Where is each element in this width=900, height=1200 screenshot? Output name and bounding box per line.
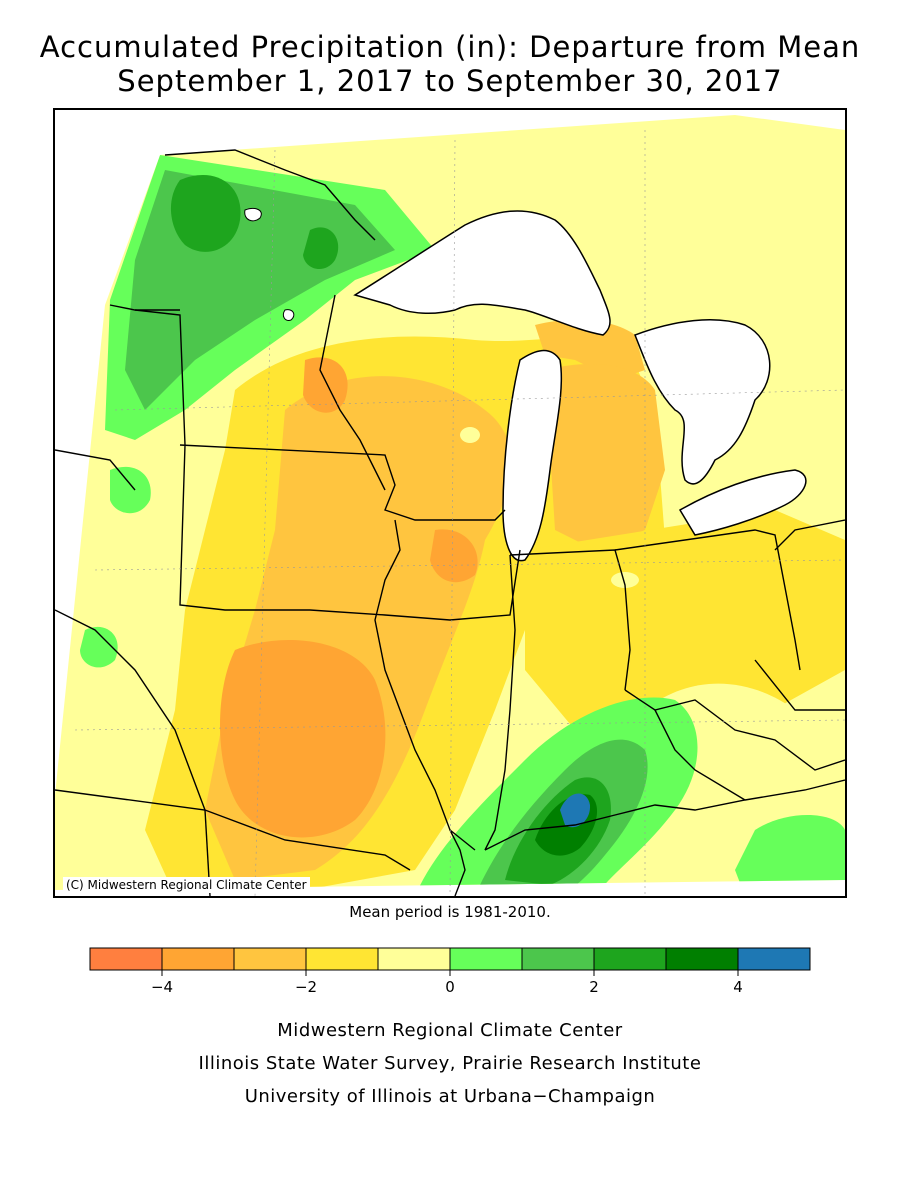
shade-zone-near-normal-spot-2: [611, 572, 639, 588]
great-lakes: [244, 207, 807, 562]
legend-bin: [89, 947, 163, 971]
grid-line: [94, 559, 845, 571]
boundary-ky-tn: [484, 779, 845, 851]
color-legend: −4 −2 0 2 4: [89, 947, 811, 996]
shade-zone-near-normal-spot: [460, 427, 480, 443]
legend-bin: [521, 947, 595, 971]
shade-zone-wet-mn-heavy-2: [303, 227, 339, 270]
legend-bin: [449, 947, 523, 971]
shade-zone-near-normal-ky: [645, 683, 845, 830]
shade-zone-dry-heavy-ia: [430, 529, 478, 583]
credit-mrcc: Midwestern Regional Climate Center: [277, 1020, 623, 1041]
boundary-oh-pa: [614, 529, 801, 671]
shade-zone-dry-moderate-mi: [535, 319, 645, 380]
shade-zone-wet-dakota: [110, 466, 151, 514]
legend-bin: [593, 947, 667, 971]
legend-bin: [233, 947, 307, 971]
boundary-sd-ne: [55, 449, 136, 491]
lake-red: [244, 207, 262, 222]
boundary-ne-ks: [55, 609, 206, 811]
legend-tick-label: −2: [295, 978, 317, 996]
boundary-il-in: [484, 554, 516, 851]
boundary-mn-ia-mo: [134, 309, 521, 621]
grid-line: [254, 149, 276, 896]
boundary-in-oh-top: [509, 549, 631, 691]
mean-period-note: Mean period is 1981-2010.: [349, 903, 551, 921]
credit-isws: Illinois State Water Survey, Prairie Res…: [198, 1053, 702, 1074]
boundary-ky-wv: [654, 709, 746, 801]
shade-zone-wet-mn-heavy: [170, 174, 241, 252]
grid-line: [114, 389, 845, 411]
legend-bin: [377, 947, 451, 971]
precipitation-map: (C) Midwestern Regional Climate Center: [53, 108, 847, 898]
shade-zone-dry-heavy-wi: [303, 357, 348, 413]
legend-tick-label: 2: [589, 978, 599, 996]
legend-bin: [665, 947, 739, 971]
boundary-canada-mn: [164, 149, 376, 241]
map-date-range: September 1, 2017 to September 30, 2017: [117, 64, 783, 98]
boundary-mn-ia-wi-il: [179, 444, 506, 521]
shade-zone-dry-lower-mi: [545, 364, 665, 550]
legend-tick-label: −4: [151, 978, 173, 996]
boundary-wv-va: [754, 659, 845, 711]
boundary-nd-sd: [109, 304, 180, 311]
grid-line: [74, 719, 845, 731]
lake-huron: [634, 319, 771, 485]
lake-superior: [353, 210, 611, 336]
legend-bin: [161, 947, 235, 971]
shade-zone-dry-heavy-mo: [220, 640, 386, 838]
boundary-wi-mn: [319, 294, 386, 491]
shade-zone-wet-ky-extreme: [560, 793, 591, 828]
shade-zone-wet-ne: [80, 626, 118, 668]
state-boundaries: [55, 149, 845, 896]
lake-michigan: [502, 349, 563, 562]
map-title: Accumulated Precipitation (in): Departur…: [39, 30, 861, 64]
boundary-il-mo-river: [374, 519, 476, 851]
map-copyright: (C) Midwestern Regional Climate Center: [63, 877, 310, 893]
legend-color-bins: [89, 947, 811, 971]
boundary-mo-ar: [449, 829, 466, 896]
legend-bin: [305, 947, 379, 971]
shade-zone-dry-oh-in: [525, 510, 845, 730]
lake-erie: [678, 469, 807, 536]
boundary-pa-ny: [774, 519, 845, 551]
credit-uiuc: University of Illinois at Urbana−Champai…: [244, 1086, 656, 1107]
grid-line: [449, 139, 456, 896]
lake-mille-lacs: [282, 309, 295, 321]
grid-lines: [74, 130, 845, 896]
shade-zone-wet-east-ky: [735, 815, 845, 890]
map-canvas: [55, 115, 845, 896]
boundary-ks-ok: [55, 789, 411, 871]
legend-tick-label: 0: [445, 978, 455, 996]
legend-bin: [737, 947, 811, 971]
legend-ticks: −4 −2 0 2 4: [151, 970, 743, 996]
legend-tick-label: 4: [733, 978, 743, 996]
